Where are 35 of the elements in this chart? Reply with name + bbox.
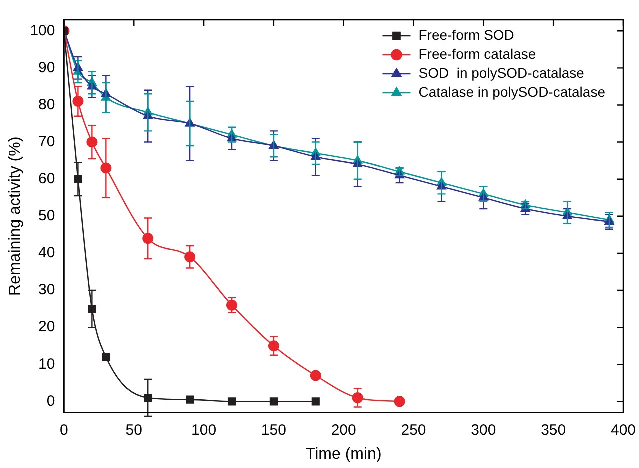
point [312,398,320,406]
point [228,398,236,406]
y-tick-label: 80 [38,96,56,114]
point [310,370,322,382]
y-tick-label: 90 [38,59,56,76]
legend-label: Free-form catalase [418,46,536,62]
point [226,300,238,311]
x-tick-label: 100 [192,422,217,439]
y-tick-label: 0 [46,392,56,410]
legend-label: Free-form SOD [418,26,514,43]
point [186,396,194,404]
y-tick-label: 30 [38,282,56,299]
y-tick-label: 70 [38,133,56,150]
x-tick-label: 150 [261,422,286,439]
y-tick-label: 20 [38,318,56,336]
y-axis-title: Remaining activity (%) [7,136,24,296]
x-tick-label: 200 [331,422,356,439]
x-tick-label: 250 [401,422,426,439]
y-tick-label: 50 [38,208,56,225]
y-tick-label: 100 [30,22,56,40]
x-axis-title: Time (min) [306,446,382,463]
y-tick-label: 40 [38,244,56,262]
x-tick-label: 50 [126,422,142,439]
x-tick-label: 300 [471,422,496,439]
point [268,340,280,352]
point [102,353,110,362]
x-tick-label: 350 [541,422,566,439]
y-tick-label: 60 [38,170,56,188]
legend-label: Catalase in polySOD-catalase [418,84,606,100]
y-tick-label: 10 [38,356,56,373]
x-tick-label: 400 [610,422,636,439]
x-tick-label: 0 [60,422,68,439]
point [270,398,278,406]
point [394,396,406,408]
legend-label: SOD in polySOD-catalase [418,64,585,81]
